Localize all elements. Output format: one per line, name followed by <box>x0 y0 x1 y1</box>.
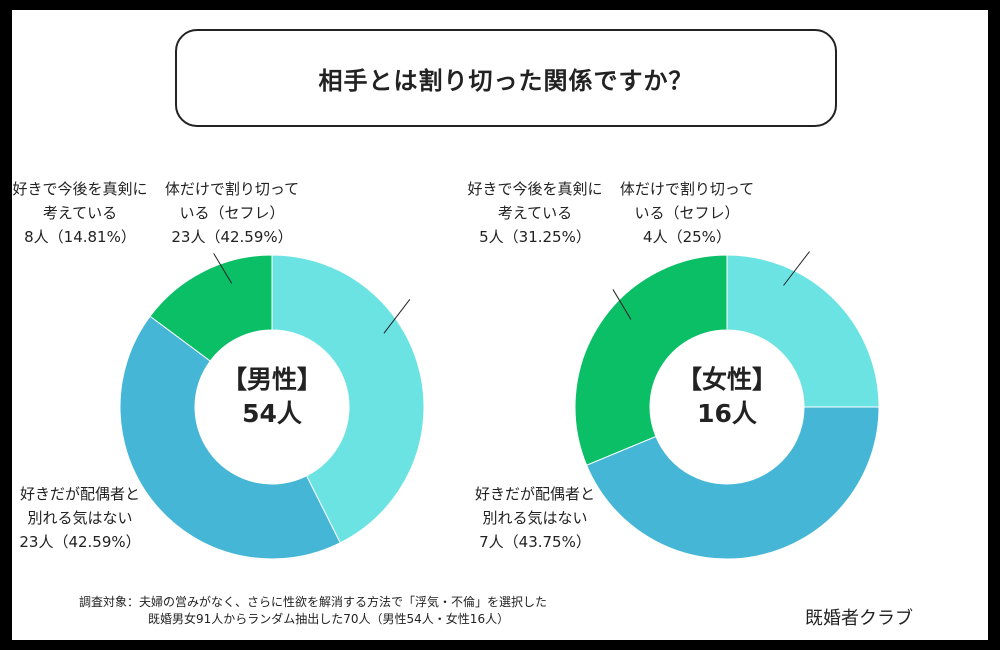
donut-0-leader-0 <box>383 298 411 334</box>
female-center-title: 【女性】 <box>676 365 777 394</box>
male-label-nodivorce: 好きだが配偶者と 別れる気はない 23人（42.59%） <box>19 485 141 551</box>
donut-0-slice-0 <box>271 254 425 544</box>
female-label-nodivorce: 好きだが配偶者と 別れる気はない 7人（43.75%） <box>474 485 596 551</box>
chart-title: 相手とは割り切った関係ですか？ <box>318 66 694 95</box>
title-box: 相手とは割り切った関係ですか？ <box>175 29 837 127</box>
brand-name: 既婚者クラブ <box>805 608 913 629</box>
donut-1-leader-2 <box>612 289 632 320</box>
donut-1-slice-2 <box>574 254 728 466</box>
survey-note: 調査対象：夫婦の営みがなく、さらに性欲を解消する方法で「浮気・不倫」を選択した … <box>79 594 547 628</box>
female-label-serious: 好きで今後を真剣に 考えている 5人（31.25%） <box>467 180 603 246</box>
donut-1-slice-1 <box>585 406 880 560</box>
female-label-sefure: 体だけで割り切って いる（セフレ） 4人（25%） <box>619 180 755 246</box>
donut-0-leader-2 <box>213 253 233 284</box>
female-center-total: 16人 <box>697 399 757 428</box>
female-center-label: 【女性】 16人 <box>647 363 807 431</box>
male-center-label: 【男性】 54人 <box>192 363 352 431</box>
donut-0-slice-1 <box>119 315 341 560</box>
survey-note-line2: 既婚男女91人からランダム抽出した70人（男性54人・女性16人） <box>148 612 510 626</box>
male-center-total: 54人 <box>242 399 302 428</box>
donut-1-slice-0 <box>726 254 880 408</box>
male-label-serious: 好きで今後を真剣に 考えている 8人（14.81%） <box>12 180 148 246</box>
donut-1-leader-0 <box>783 251 810 286</box>
male-center-title: 【男性】 <box>221 365 322 394</box>
donut-0-slice-2 <box>149 254 273 362</box>
male-label-sefure: 体だけで割り切って いる（セフレ） 23人（42.59%） <box>164 180 300 246</box>
female-donut-chart <box>574 251 880 560</box>
male-donut-chart <box>119 253 425 560</box>
chart-canvas: 相手とは割り切った関係ですか？ 【男性】 54人 体だけで割り切って いる（セフ… <box>12 10 988 640</box>
survey-note-line1: 調査対象：夫婦の営みがなく、さらに性欲を解消する方法で「浮気・不倫」を選択した <box>79 595 548 609</box>
